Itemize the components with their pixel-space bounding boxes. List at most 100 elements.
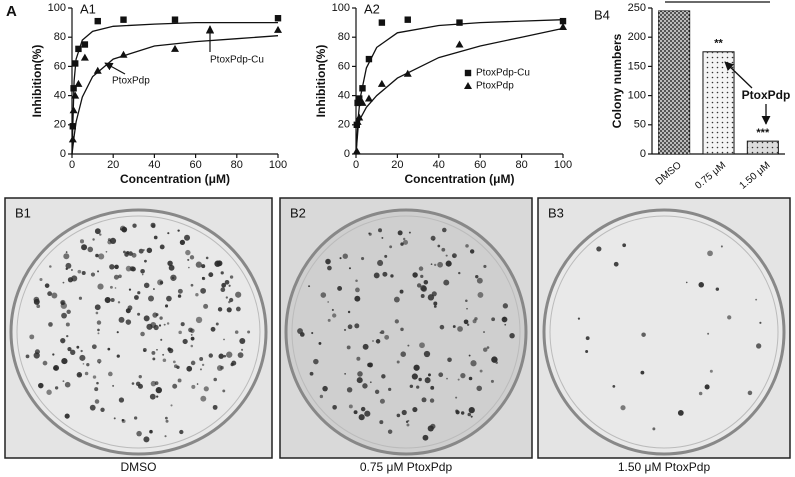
data-point: [171, 44, 179, 52]
colony: [64, 413, 70, 419]
colony: [577, 317, 581, 320]
colony: [199, 357, 204, 361]
colony: [348, 404, 353, 409]
colony: [354, 295, 361, 302]
colony: [109, 285, 113, 289]
annotation-arrow: [104, 62, 126, 75]
colony: [180, 322, 185, 327]
colony: [79, 239, 85, 244]
colony: [177, 229, 180, 232]
colony: [438, 372, 444, 378]
colony: [158, 324, 162, 327]
colony: [354, 323, 360, 329]
colony: [95, 253, 99, 258]
data-point: [364, 94, 373, 102]
colony: [134, 295, 139, 300]
colony: [230, 362, 234, 367]
colony: [98, 253, 105, 260]
colony: [131, 382, 135, 385]
colony: [393, 296, 400, 303]
colony: [81, 271, 86, 276]
colony: [96, 320, 102, 325]
y-tick-label: 40: [338, 90, 350, 102]
colony: [373, 272, 380, 279]
colony: [125, 265, 132, 272]
data-point: [356, 95, 363, 102]
colony: [364, 410, 371, 417]
colony: [401, 409, 407, 416]
colony: [226, 351, 233, 358]
colony: [356, 356, 361, 361]
colony: [76, 345, 80, 349]
colony: [468, 376, 473, 381]
bar-texture: [658, 10, 690, 155]
colony: [466, 323, 470, 326]
colony: [229, 297, 234, 303]
colony: [97, 358, 102, 364]
colony: [162, 353, 165, 356]
colony: [113, 274, 119, 280]
colony: [368, 232, 372, 236]
colony: [99, 233, 102, 236]
colony: [125, 319, 132, 325]
colony: [94, 228, 101, 235]
colony: [397, 230, 403, 236]
colony: [190, 283, 194, 287]
colony: [355, 279, 358, 283]
colony: [81, 244, 88, 251]
colony: [188, 266, 190, 269]
colony: [483, 264, 487, 268]
colony: [641, 332, 646, 337]
colony: [379, 331, 382, 334]
colony: [140, 268, 145, 274]
colony: [105, 250, 108, 253]
annotation: PtoxPdp: [742, 88, 791, 102]
colony: [596, 246, 602, 252]
colony: [477, 291, 484, 298]
colony: [394, 319, 399, 324]
colony: [97, 270, 100, 273]
x-tick-label: 20: [107, 159, 119, 171]
photo-caption: 1.50 μM PtoxPdp: [618, 460, 711, 474]
data-point: [274, 25, 282, 33]
colony: [142, 249, 145, 251]
colony: [107, 347, 111, 351]
colony: [134, 416, 138, 420]
colony: [132, 223, 137, 228]
colony: [755, 298, 758, 301]
colony: [221, 282, 227, 288]
colony: [201, 276, 205, 280]
colony: [157, 279, 164, 286]
x-tick-label: 80: [231, 159, 243, 171]
photo-label: B3: [548, 205, 564, 220]
colony: [196, 383, 199, 385]
colony: [208, 272, 214, 278]
colony: [442, 227, 447, 233]
colony: [160, 338, 163, 341]
colony: [77, 269, 82, 274]
colony: [167, 260, 173, 267]
colony: [339, 257, 342, 260]
colony: [476, 277, 483, 284]
colony: [205, 256, 209, 260]
dish-rim: [16, 215, 261, 449]
colony: [172, 360, 176, 364]
colony: [25, 354, 30, 359]
colony: [430, 385, 435, 390]
colony: [405, 420, 409, 424]
colony: [483, 331, 485, 333]
colony: [460, 372, 466, 379]
colony: [67, 346, 72, 352]
y-tick-label: 100: [628, 90, 646, 102]
data-point: [74, 79, 83, 87]
significance: **: [714, 38, 723, 50]
colony: [156, 348, 158, 351]
colony: [141, 273, 144, 276]
colony: [123, 250, 126, 254]
colony: [162, 358, 167, 363]
colony: [223, 338, 225, 341]
colony: [200, 287, 206, 294]
colony: [411, 373, 418, 380]
bar-texture: [747, 141, 779, 154]
